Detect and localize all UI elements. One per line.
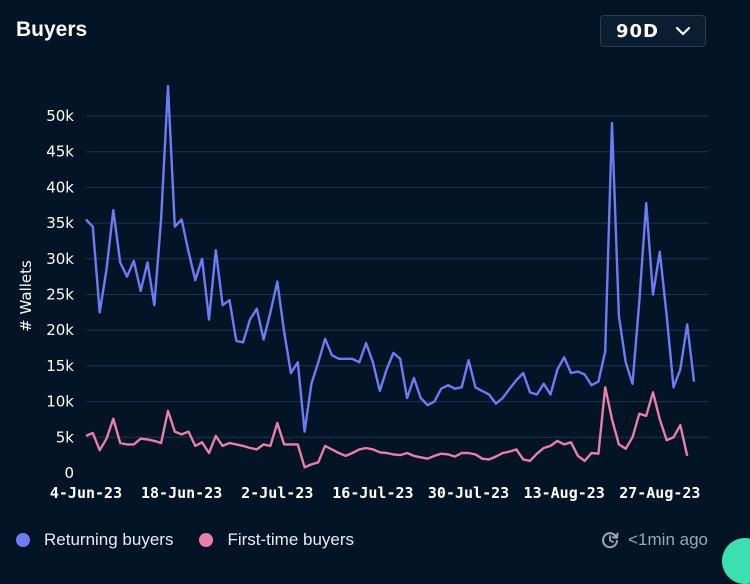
chart-legend: Returning buyers First-time buyers: [16, 530, 380, 550]
y-tick-label: 10k: [46, 393, 74, 411]
first-time-color-dot: [199, 533, 214, 547]
corner-decoration: [722, 538, 750, 584]
x-tick-label: 4-Jun-23: [50, 484, 122, 502]
y-tick-label: 40k: [46, 178, 74, 196]
last-updated-text: <1min ago: [628, 530, 708, 549]
last-updated: <1min ago: [600, 530, 708, 550]
series-line-first-time-buyers: [85, 386, 689, 469]
y-tick-label: 30k: [46, 250, 74, 268]
x-tick-label: 16-Jul-23: [332, 484, 413, 502]
y-tick-label: 0: [64, 464, 74, 482]
y-tick-label: 50k: [46, 107, 74, 125]
y-tick-label: 35k: [46, 214, 74, 232]
returning-color-dot: [16, 533, 30, 547]
y-axis-label: # Wallets: [17, 260, 35, 332]
legend-returning-buyers[interactable]: Returning buyers: [16, 530, 173, 550]
y-tick-label: 5k: [56, 428, 75, 446]
x-axis-ticks: 4-Jun-23 18-Jun-23 2-Jul-23 16-Jul-23 30-Jul…: [50, 484, 701, 502]
series-line-returning-buyers: [85, 84, 696, 433]
x-tick-label: 27-Aug-23: [619, 484, 700, 502]
legend-first-time-label: First-time buyers: [227, 530, 355, 549]
y-tick-label: 45k: [46, 143, 74, 161]
y-tick-label: 25k: [46, 286, 74, 304]
time-range-value: 90D: [616, 20, 659, 42]
y-axis-ticks: 0 5k 10k 15k 20k 25k 30k 35k 40k 45k 50k: [46, 107, 74, 482]
page-title: Buyers: [16, 18, 88, 41]
x-tick-label: 13-Aug-23: [524, 484, 605, 502]
chevron-down-icon: [675, 26, 691, 36]
x-tick-label: 30-Jul-23: [428, 484, 509, 502]
legend-returning-label: Returning buyers: [44, 530, 174, 549]
x-tick-label: 2-Jul-23: [241, 484, 313, 502]
y-tick-label: 15k: [46, 357, 74, 375]
buyers-line-chart: 0 5k 10k 15k 20k 25k 30k 35k 40k 45k 50k # Wallets…: [17, 84, 708, 502]
x-tick-label: 18-Jun-23: [141, 484, 222, 502]
grid-lines: [86, 115, 708, 438]
time-range-dropdown[interactable]: 90D: [600, 15, 706, 47]
chart-series: [85, 84, 696, 469]
y-tick-label: 20k: [46, 321, 74, 339]
refresh-clock-icon: [602, 532, 619, 549]
legend-first-time-buyers[interactable]: First-time buyers: [199, 530, 354, 550]
